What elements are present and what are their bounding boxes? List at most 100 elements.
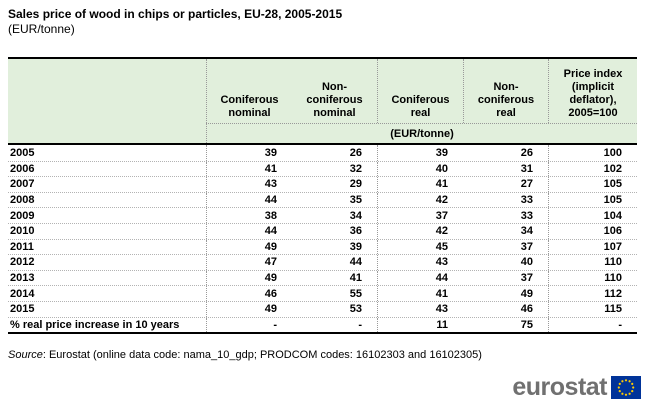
table-row: 2007 43 29 41 27 105 bbox=[8, 176, 637, 192]
value-cell: 100 bbox=[548, 145, 637, 161]
value-cell: 47 bbox=[206, 255, 292, 270]
table-row: 2013 49 41 44 37 110 bbox=[8, 269, 637, 286]
value-cell: 36 bbox=[349, 225, 362, 238]
value-cell: 40 bbox=[377, 161, 463, 177]
value-cell: 26 bbox=[349, 146, 362, 159]
value-cell: 44 bbox=[206, 223, 292, 239]
value-cell: 49 bbox=[520, 287, 533, 300]
value-cell: 26 bbox=[520, 146, 533, 159]
table-row: 2012 47 44 43 40 110 bbox=[8, 254, 637, 270]
value-cell: 39 bbox=[349, 240, 362, 253]
value-cell: 43 bbox=[377, 255, 463, 270]
value-cell: 46 bbox=[520, 303, 533, 316]
value-cell: 49 bbox=[206, 270, 292, 286]
value-cell: 49 bbox=[206, 301, 292, 317]
value-cell: 75 bbox=[520, 318, 533, 331]
value-cell: 33 bbox=[520, 209, 533, 222]
table-subheader-row: (EUR/tonne) bbox=[8, 123, 637, 143]
row-label: 2005 bbox=[10, 146, 35, 159]
value-cell: 29 bbox=[349, 178, 362, 191]
row-label: 2015 bbox=[10, 303, 35, 316]
value-cell: 32 bbox=[349, 162, 362, 175]
value-cell: 38 bbox=[206, 208, 292, 223]
value-cell: 41 bbox=[377, 286, 463, 301]
value-cell: 49 bbox=[206, 239, 292, 255]
value-cell: 43 bbox=[206, 177, 292, 192]
value-cell: 105 bbox=[548, 192, 637, 208]
table-header: Coniferous nominal Non- coniferous nomina… bbox=[8, 59, 637, 145]
source-note: Source: Eurostat (online data code: nama… bbox=[8, 349, 482, 361]
table-row: % real price increase in 10 years - - 11 75 - bbox=[8, 316, 637, 333]
row-label: 2008 bbox=[10, 194, 35, 207]
eu-flag-icon bbox=[611, 375, 641, 399]
value-cell: 110 bbox=[548, 255, 637, 270]
row-label: 2007 bbox=[10, 178, 35, 191]
table-row: 2009 38 34 37 33 104 bbox=[8, 207, 637, 223]
subheader-spacer bbox=[8, 123, 206, 143]
value-cell: 35 bbox=[349, 194, 362, 207]
value-cell: 44 bbox=[377, 270, 463, 286]
source-label: Source bbox=[8, 349, 43, 361]
row-label: 2014 bbox=[10, 287, 35, 300]
value-cell: 41 bbox=[349, 272, 362, 285]
value-cell: 55 bbox=[349, 287, 362, 300]
value-cell: 44 bbox=[206, 192, 292, 208]
value-cell: 37 bbox=[377, 208, 463, 223]
value-cell: 37 bbox=[520, 240, 533, 253]
table-row: 2011 49 39 45 37 107 bbox=[8, 238, 637, 255]
value-cell: 33 bbox=[520, 194, 533, 207]
column-header-4: Non- coniferous real bbox=[463, 59, 548, 123]
column-header-0 bbox=[8, 59, 206, 123]
table-row: 2008 44 35 42 33 105 bbox=[8, 191, 637, 208]
eurostat-logo: eurostat bbox=[512, 374, 641, 400]
value-cell: 53 bbox=[349, 303, 362, 316]
value-cell: 40 bbox=[520, 256, 533, 269]
value-cell: 41 bbox=[377, 177, 463, 192]
row-label: 2006 bbox=[10, 162, 35, 175]
row-label: 2012 bbox=[10, 256, 35, 269]
table-row: 2005 39 26 39 26 100 bbox=[8, 145, 637, 161]
value-cell: 106 bbox=[548, 223, 637, 239]
value-cell: 34 bbox=[520, 225, 533, 238]
value-cell: 42 bbox=[377, 223, 463, 239]
value-cell: 107 bbox=[548, 239, 637, 255]
subheader-unit-cell: (EUR/tonne) bbox=[206, 123, 637, 143]
row-label: 2010 bbox=[10, 225, 35, 238]
title-block: Sales price of wood in chips or particle… bbox=[8, 7, 342, 37]
row-label: % real price increase in 10 years bbox=[10, 318, 180, 331]
column-header-3: Coniferous real bbox=[377, 59, 463, 123]
table-row: 2006 41 32 40 31 102 bbox=[8, 160, 637, 177]
value-cell: 39 bbox=[206, 145, 292, 161]
value-cell: 11 bbox=[377, 317, 463, 333]
column-header-5: Price index (implicit deflator), 2005=10… bbox=[548, 59, 637, 123]
value-cell: 110 bbox=[548, 270, 637, 286]
value-cell: 46 bbox=[206, 286, 292, 301]
row-label: 2013 bbox=[10, 272, 35, 285]
value-cell: 45 bbox=[377, 239, 463, 255]
value-cell: 39 bbox=[377, 145, 463, 161]
price-table: Coniferous nominal Non- coniferous nomina… bbox=[8, 57, 637, 335]
value-cell: 43 bbox=[377, 301, 463, 317]
table-header-row: Coniferous nominal Non- coniferous nomina… bbox=[8, 59, 637, 123]
value-cell: 37 bbox=[520, 272, 533, 285]
value-cell: 41 bbox=[206, 161, 292, 177]
value-cell: - bbox=[206, 317, 292, 333]
value-cell: 102 bbox=[548, 161, 637, 177]
table-body: 2005 39 26 39 26 100 2006 41 32 40 31 102 2007 43 29 41… bbox=[8, 145, 637, 333]
value-cell: 34 bbox=[349, 209, 362, 222]
value-cell: 27 bbox=[520, 178, 533, 191]
value-cell: - bbox=[358, 318, 362, 331]
value-cell: 115 bbox=[548, 301, 637, 317]
value-cell: 112 bbox=[548, 286, 637, 301]
value-cell: 42 bbox=[377, 192, 463, 208]
value-cell: 105 bbox=[548, 177, 637, 192]
table-row: 2014 46 55 41 49 112 bbox=[8, 285, 637, 301]
value-cell: 104 bbox=[548, 208, 637, 223]
row-label: 2009 bbox=[10, 209, 35, 222]
column-header-2: Non- coniferous nominal bbox=[306, 81, 363, 119]
value-cell: 44 bbox=[349, 256, 362, 269]
page-subtitle: (EUR/tonne) bbox=[8, 22, 75, 36]
value-cell: 31 bbox=[520, 162, 533, 175]
page-title: Sales price of wood in chips or particle… bbox=[8, 7, 343, 21]
